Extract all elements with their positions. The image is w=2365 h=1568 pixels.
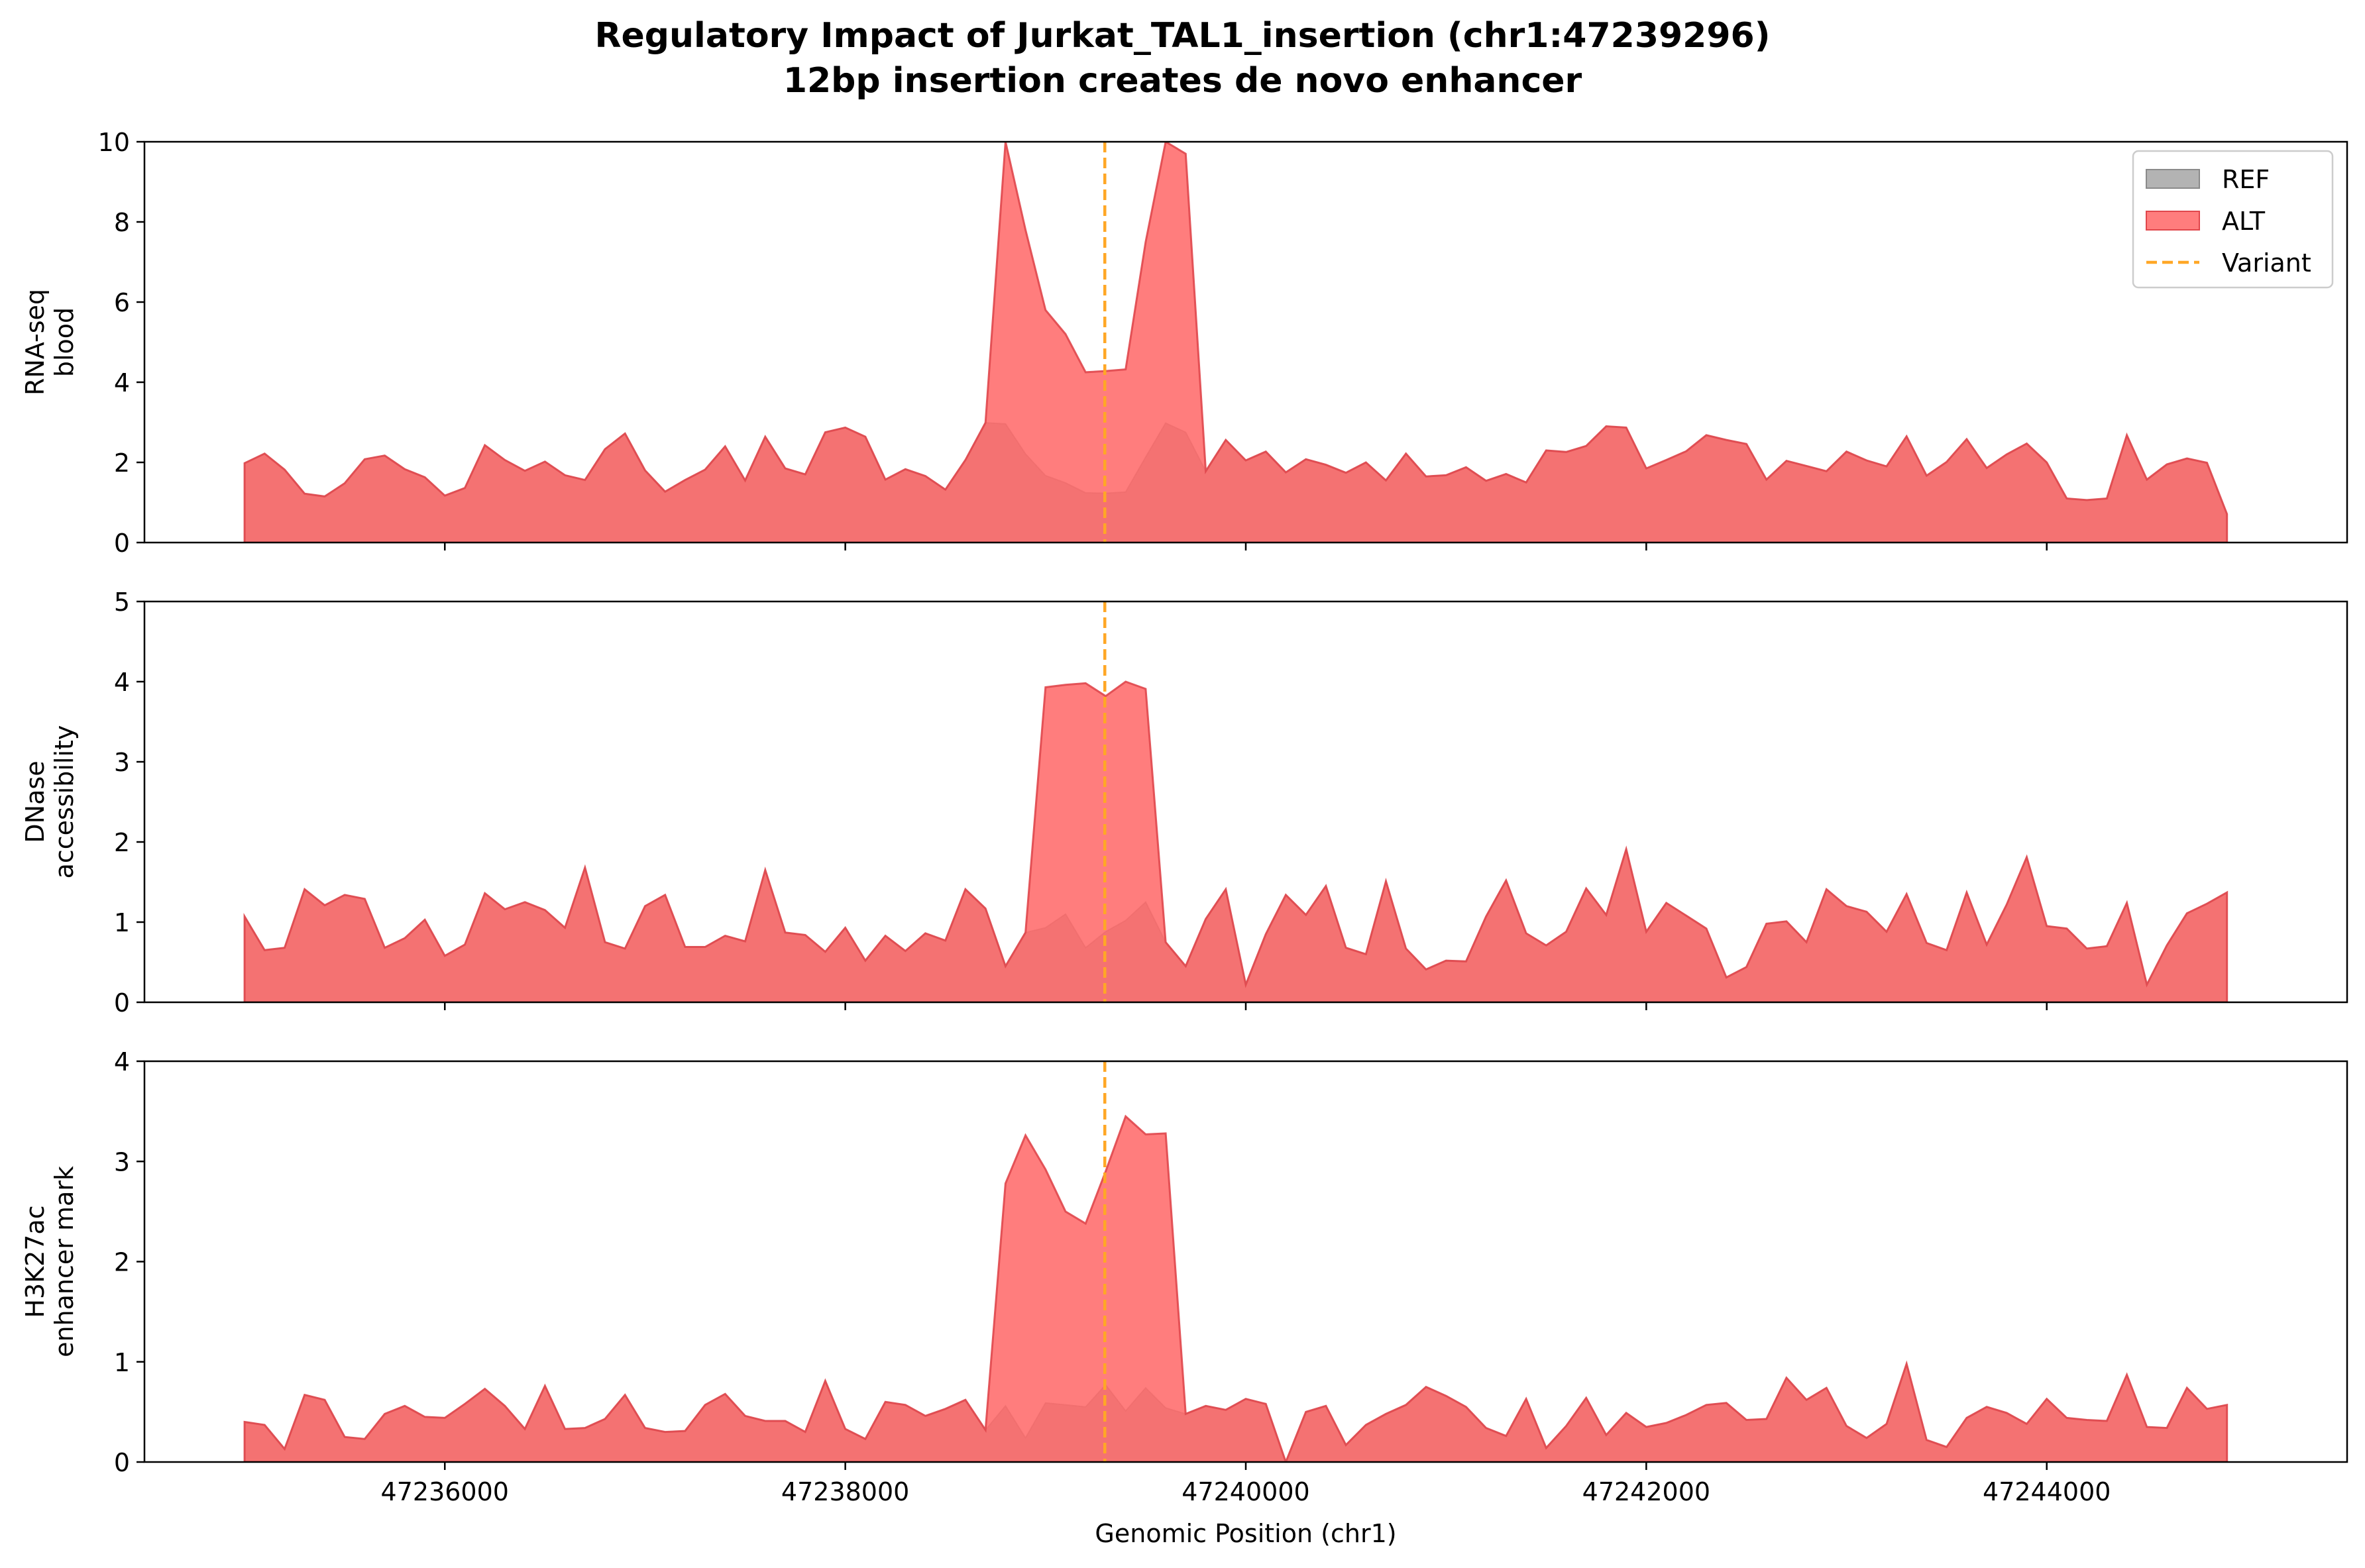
panel-3: 0 1 2 3 4 47236000 47238000 47240000 47242000 472…	[21, 1047, 2348, 1506]
panel-plot-area	[243, 680, 2228, 1002]
y-tick-label: 0	[114, 529, 130, 558]
panel-plot-area	[243, 142, 2228, 543]
panel-1: 0 2 4 6 8 10 RNA-seq blood	[21, 128, 2348, 558]
y-tick-label: 10	[98, 128, 130, 157]
y-tick-label: 3	[114, 1147, 130, 1176]
legend-label: ALT	[2222, 207, 2266, 236]
y-tick-label: 2	[114, 828, 130, 857]
alt-area-series	[243, 1114, 2228, 1462]
y-axis-label: DNase accessibility	[21, 725, 79, 879]
x-tick-label: 47238000	[781, 1477, 909, 1506]
y-tick-label: 1	[114, 1348, 130, 1377]
chart-title-block: Regulatory Impact of Jurkat_TAL1_inserti…	[0, 13, 2365, 103]
chart-title: Regulatory Impact of Jurkat_TAL1_inserti…	[594, 16, 1771, 56]
legend-swatch-ref	[2146, 169, 2200, 189]
y-tick-label: 8	[114, 208, 130, 237]
y-tick-label: 1	[114, 908, 130, 937]
panel-2: 0 1 2 3 4 5 DNase accessibility	[21, 588, 2348, 1018]
chart-subtitle: 12bp insertion creates de novo enhancer	[783, 61, 1582, 101]
x-tick-label: 47242000	[1582, 1477, 1710, 1506]
legend-label: REF	[2222, 165, 2270, 194]
y-tick-label: 2	[114, 1248, 130, 1277]
y-axis-label: H3K27ac enhancer mark	[21, 1166, 79, 1357]
alt-area-series	[243, 680, 2228, 1002]
x-tick-label: 47244000	[1983, 1477, 2111, 1506]
y-axis-label-line-1: H3K27ac	[21, 1205, 50, 1318]
y-tick-label: 0	[114, 988, 130, 1018]
y-axis-label-line-1: DNase	[21, 760, 50, 843]
y-tick-label: 4	[114, 368, 130, 397]
y-tick-label: 2	[114, 448, 130, 478]
y-axis-label-line-2: enhancer mark	[50, 1166, 79, 1357]
y-axis-label: RNA-seq blood	[21, 289, 79, 395]
y-axis-label-line-2: accessibility	[50, 725, 79, 879]
y-tick-label: 4	[114, 1047, 130, 1076]
y-tick-label: 4	[114, 668, 130, 697]
alt-area-series	[243, 142, 2228, 543]
x-tick-label: 47240000	[1182, 1477, 1309, 1506]
x-axis-label: Genomic Position (chr1)	[1095, 1519, 1396, 1548]
legend: REF ALT Variant	[2132, 150, 2334, 289]
y-tick-label: 5	[114, 588, 130, 617]
y-axis-label-line-2: blood	[50, 307, 79, 377]
y-tick-label: 3	[114, 748, 130, 777]
y-tick-label: 0	[114, 1448, 130, 1477]
y-tick-label: 6	[114, 288, 130, 317]
panel-plot-area	[243, 1114, 2228, 1462]
legend-label: Variant	[2222, 248, 2311, 278]
x-tick-label: 47236000	[381, 1477, 509, 1506]
legend-swatch-alt	[2146, 211, 2200, 231]
y-axis-label-line-1: RNA-seq	[21, 289, 50, 395]
